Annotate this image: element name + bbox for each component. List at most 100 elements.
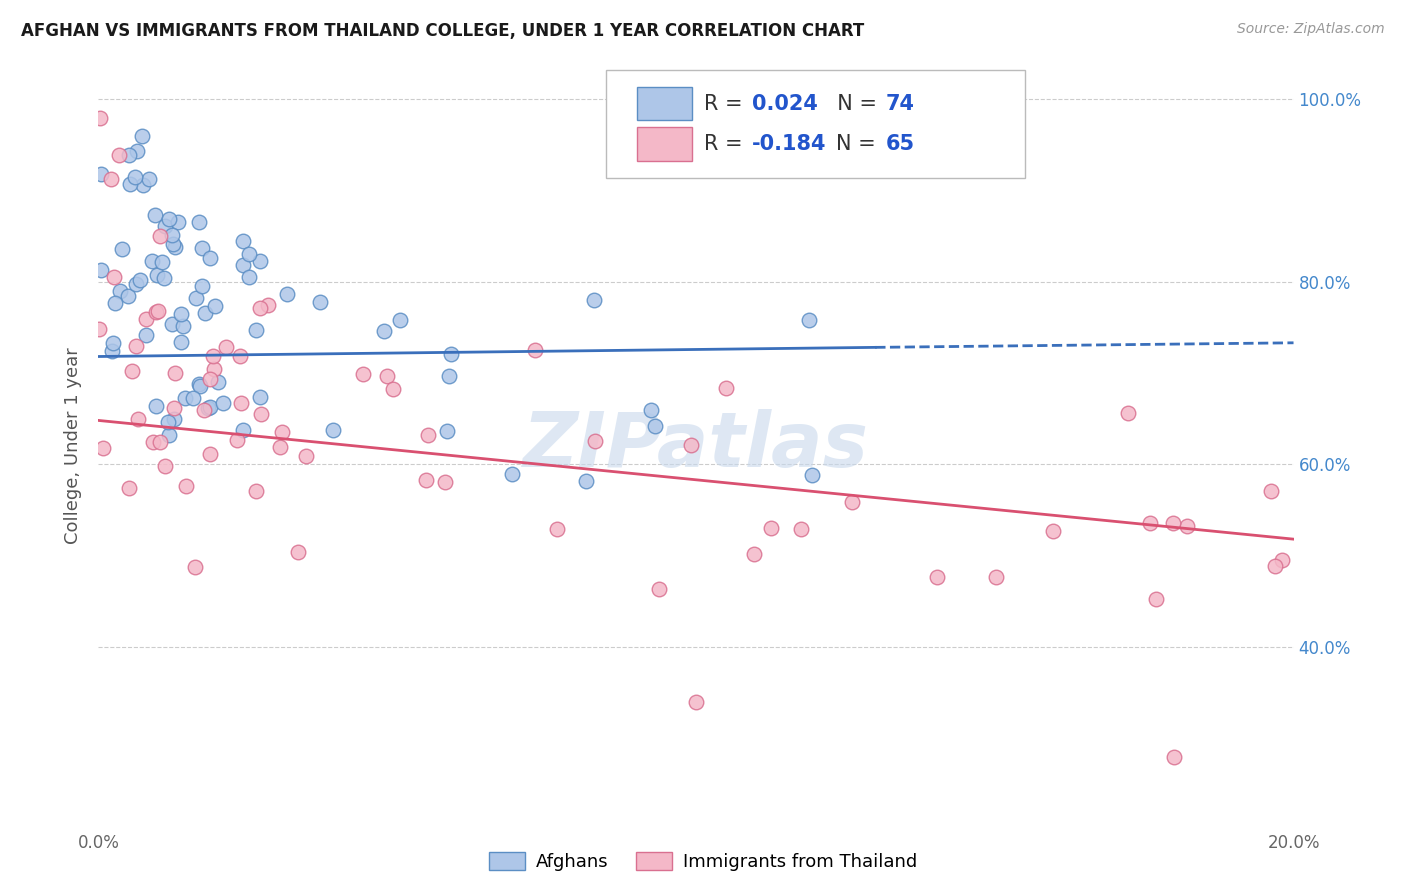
Point (1260, 483, 1282, 498)
Point (149, 434, 172, 449)
Point (103, 296, 125, 310)
Point (640, 403, 662, 417)
Text: N =: N = (824, 94, 883, 113)
Point (679, 438, 702, 452)
Point (790, 522, 813, 536)
Point (118, 147, 141, 161)
Text: R =: R = (704, 134, 749, 154)
Point (245, 323, 267, 337)
Point (128, 273, 150, 287)
Point (193, 402, 215, 417)
Point (194, 306, 217, 320)
Point (201, 349, 224, 363)
Legend: Afghans, Immigrants from Thailand: Afghans, Immigrants from Thailand (482, 845, 924, 879)
Point (226, 433, 249, 447)
Point (131, 128, 153, 143)
Point (1042, 524, 1064, 539)
Point (90, 168, 112, 182)
Point (197, 401, 219, 415)
Point (145, 400, 167, 414)
Point (416, 428, 439, 442)
Point (132, 178, 155, 192)
Point (160, 317, 183, 331)
Point (925, 570, 948, 584)
Point (125, 277, 148, 291)
Point (121, 364, 143, 378)
Point (153, 219, 176, 233)
Point (127, 412, 149, 426)
Point (250, 408, 273, 422)
Point (157, 428, 180, 442)
Point (172, 318, 194, 333)
Text: R =: R = (704, 94, 749, 113)
Point (200, 372, 222, 386)
Point (269, 440, 291, 454)
Point (436, 424, 458, 438)
Point (157, 212, 180, 227)
Point (204, 299, 226, 313)
Point (800, 468, 823, 483)
Point (648, 582, 671, 596)
Point (183, 391, 205, 405)
Point (170, 307, 193, 321)
Point (141, 254, 163, 268)
Point (1264, 559, 1286, 574)
Point (212, 396, 235, 410)
Point (167, 214, 190, 228)
Point (685, 695, 707, 709)
Point (437, 368, 460, 383)
Point (415, 473, 437, 487)
Point (238, 269, 260, 284)
Point (87, 322, 110, 336)
Point (163, 401, 186, 416)
Point (108, 284, 131, 298)
Point (716, 381, 738, 395)
Point (156, 415, 179, 429)
Point (146, 304, 169, 318)
Text: 0.024: 0.024 (752, 94, 818, 113)
Point (188, 377, 211, 392)
Point (797, 313, 820, 327)
Point (215, 340, 238, 354)
Point (198, 400, 221, 414)
Point (389, 312, 412, 326)
Point (759, 521, 782, 535)
Text: 74: 74 (886, 94, 915, 113)
Point (232, 234, 254, 248)
Text: -0.184: -0.184 (752, 134, 827, 154)
Point (232, 258, 254, 272)
Point (228, 349, 250, 363)
Point (434, 475, 457, 489)
Point (440, 347, 463, 361)
Point (190, 241, 212, 255)
Point (124, 170, 146, 185)
Point (198, 447, 221, 461)
Point (1271, 553, 1294, 567)
Point (100, 171, 122, 186)
Point (149, 229, 172, 244)
Point (187, 215, 209, 229)
Point (1116, 406, 1139, 420)
Point (575, 474, 598, 488)
Point (90, 263, 112, 277)
Point (308, 295, 330, 310)
Point (108, 148, 131, 162)
Point (111, 242, 134, 256)
Point (1163, 749, 1185, 764)
Point (169, 335, 191, 350)
Point (174, 478, 197, 492)
Point (103, 335, 125, 350)
Point (501, 467, 523, 481)
Point (163, 366, 186, 380)
Point (644, 419, 666, 434)
Point (583, 434, 606, 448)
Point (191, 279, 214, 293)
Point (124, 339, 146, 353)
Point (155, 458, 177, 473)
Point (1175, 518, 1198, 533)
Point (120, 177, 142, 191)
Point (232, 423, 254, 437)
Point (229, 396, 252, 410)
Point (183, 560, 205, 574)
Point (163, 411, 186, 425)
